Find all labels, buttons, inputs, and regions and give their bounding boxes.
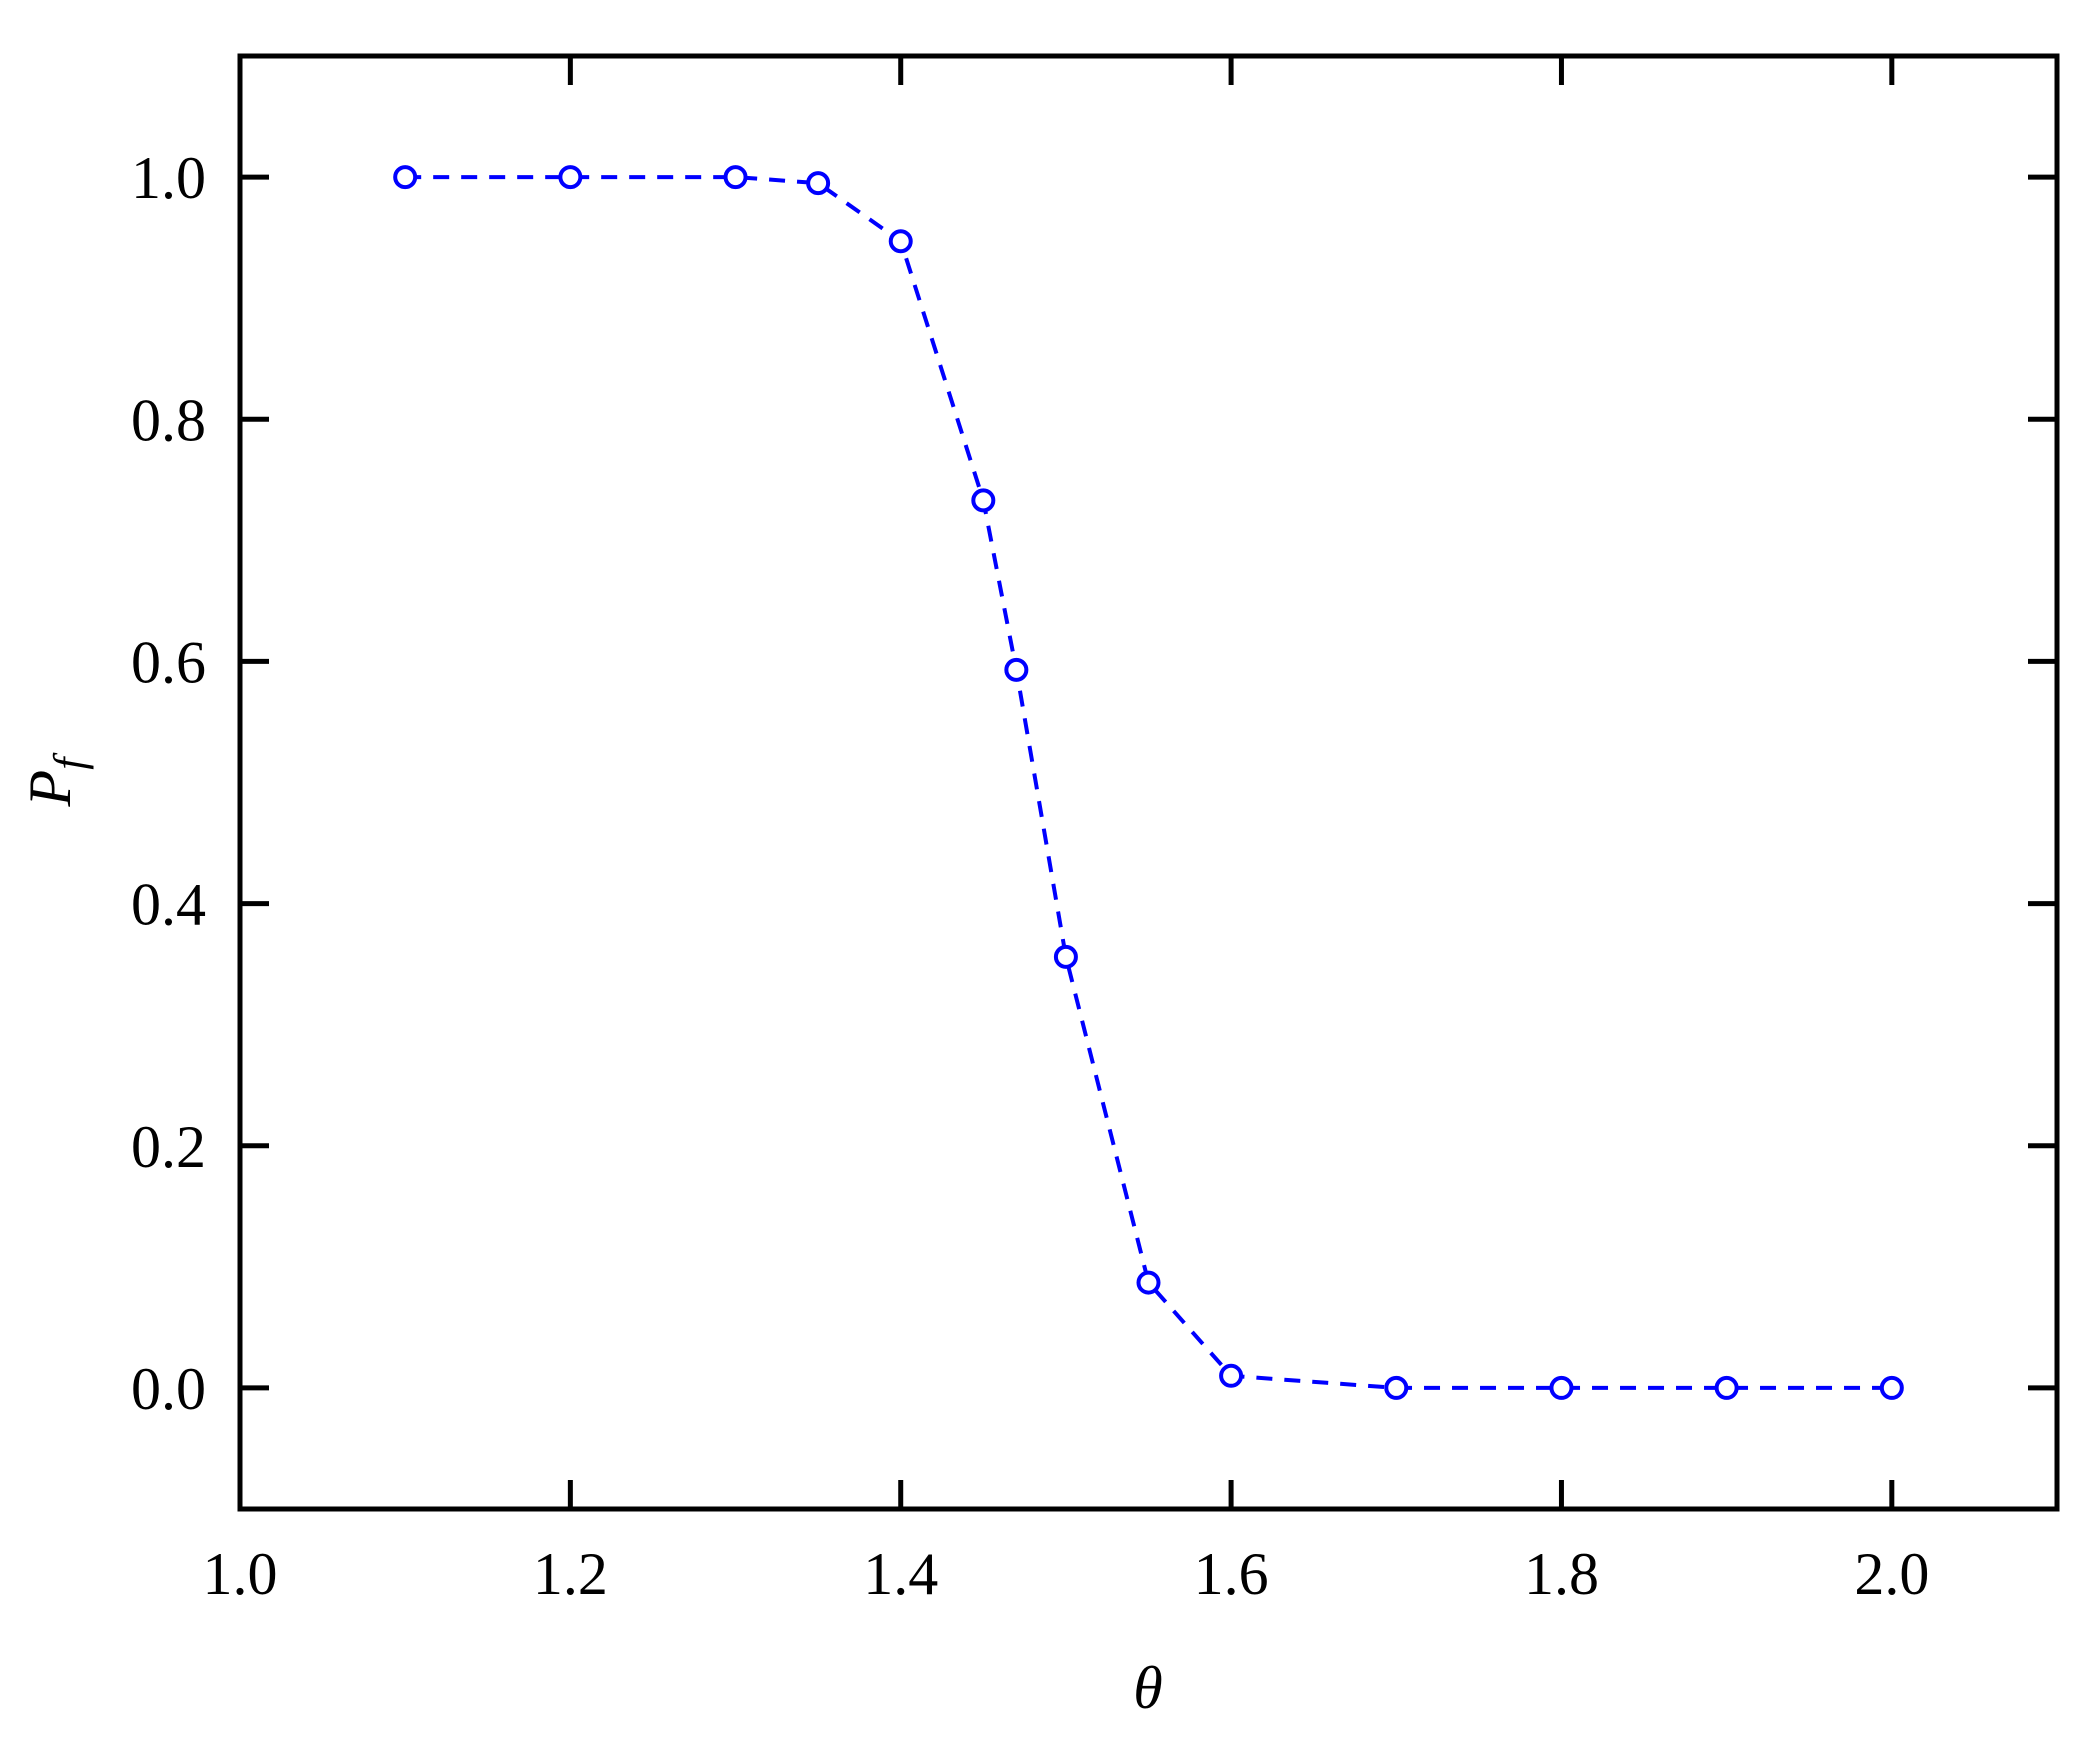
plot-frame	[237, 53, 2060, 1512]
y-axis-label-main: P	[17, 770, 83, 808]
data-point	[723, 165, 748, 190]
x-tick-label: 2.0	[1854, 1541, 1929, 1607]
y-tick-label: 0.2	[131, 1114, 206, 1180]
data-point	[1004, 657, 1029, 682]
series-line	[405, 175, 1892, 1390]
data-point	[1549, 1375, 1574, 1400]
data-point	[1714, 1375, 1739, 1400]
data-point	[971, 488, 996, 513]
data-point	[393, 165, 418, 190]
y-tick-label: 0.6	[131, 629, 206, 695]
data-point	[558, 165, 583, 190]
x-tick-label: 1.4	[863, 1541, 938, 1607]
data-point	[1136, 1270, 1161, 1295]
y-tick-label: 0.0	[131, 1356, 206, 1422]
data-point	[806, 171, 831, 196]
data-point	[888, 229, 913, 254]
data-point	[1219, 1363, 1244, 1388]
data-point	[1879, 1375, 1904, 1400]
data-point	[1384, 1375, 1409, 1400]
x-tick-label: 1.6	[1194, 1541, 1269, 1607]
y-tick-label: 0.4	[131, 872, 206, 938]
data-point	[1053, 944, 1078, 969]
y-axis-label: Pf	[17, 752, 94, 808]
y-axis-label-subscript: f	[45, 752, 94, 770]
y-tick-label: 0.8	[131, 387, 206, 453]
x-tick-label: 1.0	[203, 1541, 278, 1607]
x-axis-label: θ	[1133, 1655, 1162, 1721]
x-tick-label: 1.8	[1524, 1541, 1599, 1607]
x-tick-label: 1.2	[533, 1541, 608, 1607]
y-tick-label: 1.0	[131, 145, 206, 211]
